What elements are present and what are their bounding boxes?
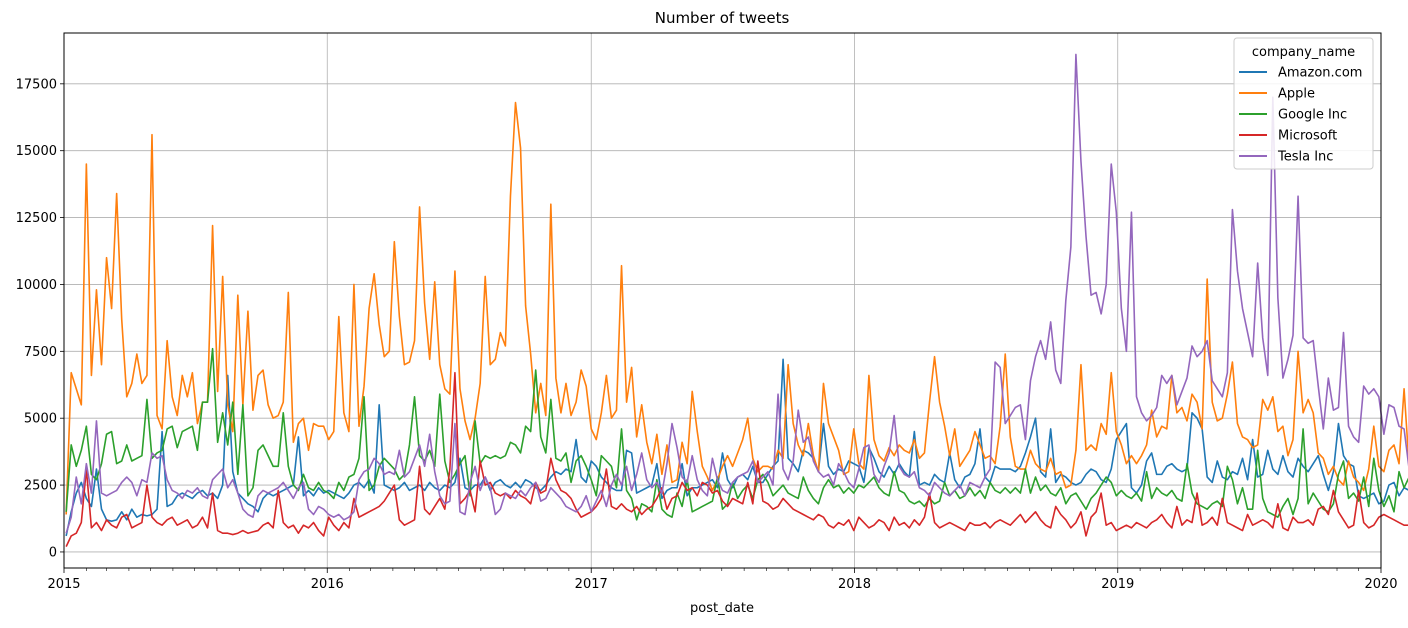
legend-title: company_name (1252, 45, 1355, 60)
series-line-microsoft (65, 371, 1408, 547)
legend: company_name Amazon.com Apple Google Inc Mic… (1233, 37, 1374, 170)
legend-label: Apple (1278, 87, 1315, 102)
series-line-apple (65, 101, 1408, 515)
legend-label: Google Inc (1278, 108, 1347, 123)
legend-label: Microsoft (1278, 129, 1337, 144)
y-tick-label: 10000 (16, 278, 57, 293)
y-tick-label: 7500 (24, 345, 57, 360)
y-tick-label: 12500 (16, 211, 57, 226)
y-tick-label: 17500 (16, 77, 57, 92)
series-line-amazon-com (65, 358, 1408, 537)
legend-box (1233, 37, 1374, 170)
y-tick-label: 2500 (24, 479, 57, 494)
x-tick-label: 2019 (1101, 577, 1134, 592)
series-line-tesla-inc (65, 53, 1408, 534)
legend-label: Amazon.com (1278, 66, 1362, 81)
series-line-google-inc (65, 347, 1408, 521)
x-tick-label: 2018 (838, 577, 871, 592)
axes: 0 2500 5000 7500 10000 12500 15000 17500 2015 201… (16, 77, 1398, 592)
y-tick-label: 15000 (16, 144, 57, 159)
y-tick-label: 0 (49, 545, 57, 560)
x-axis-label: post_date (690, 601, 754, 616)
legend-label: Tesla Inc (1277, 150, 1333, 165)
plot-frame (63, 32, 1382, 569)
chart-title: Number of tweets (655, 9, 790, 27)
x-tick-label: 2016 (311, 577, 344, 592)
series-lines (65, 53, 1408, 547)
x-tick-label: 2017 (575, 577, 608, 592)
y-tick-label: 5000 (24, 412, 57, 427)
x-tick-label: 2015 (47, 577, 80, 592)
x-tick-label: 2020 (1364, 577, 1397, 592)
